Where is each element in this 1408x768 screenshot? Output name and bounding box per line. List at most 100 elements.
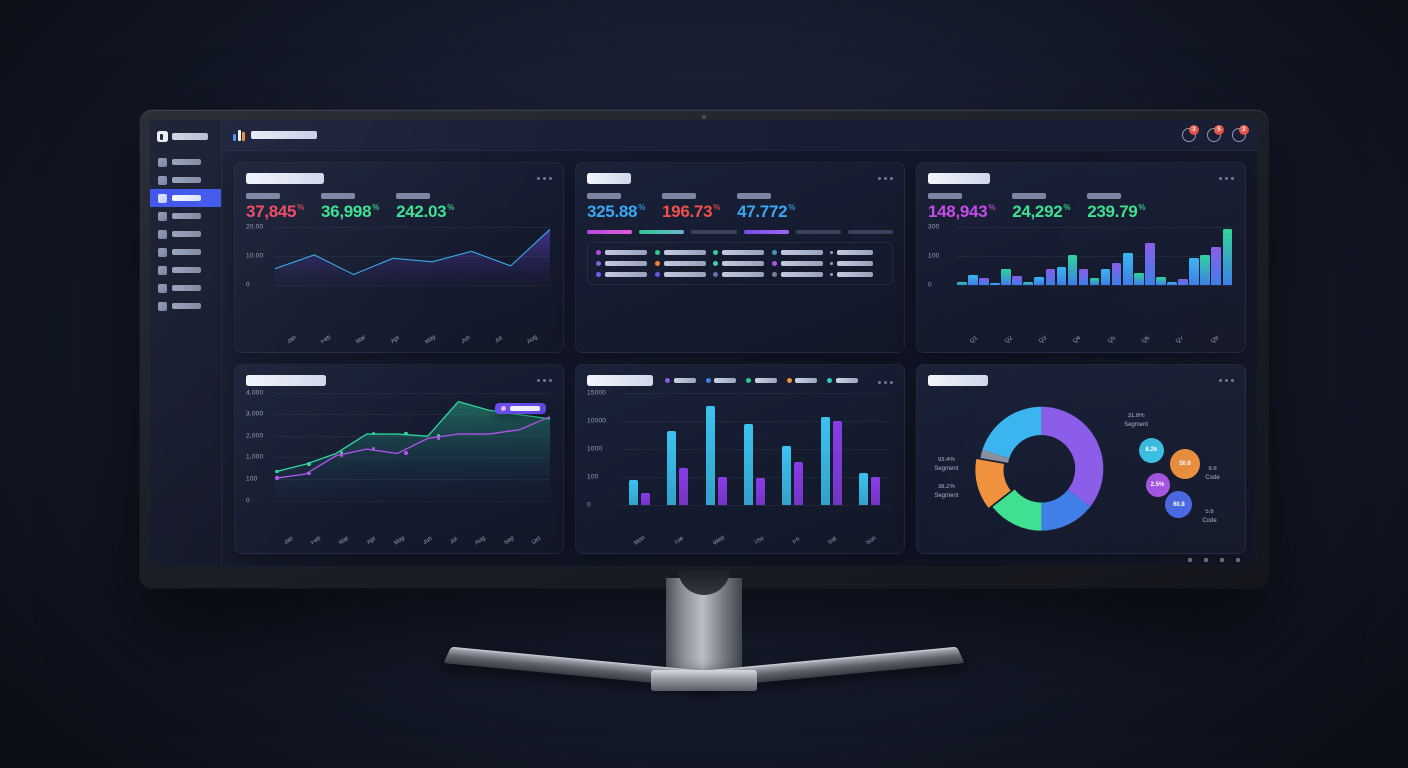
legend-item[interactable] (705, 377, 736, 383)
bar-group (820, 417, 842, 505)
screen: 3 5 2 37,845% 36,998% (150, 120, 1258, 566)
sidebar-item-network[interactable] (150, 225, 221, 243)
bar (1056, 267, 1067, 285)
bar (1001, 269, 1011, 285)
bubble[interactable]: 8.2k (1138, 437, 1164, 463)
bubble-label: 9.8 Code (1205, 466, 1220, 482)
bar (782, 446, 792, 505)
bubble[interactable]: 60.8 (1165, 491, 1193, 519)
legend-item (596, 261, 650, 266)
bubble[interactable]: 50.6 (1170, 448, 1201, 479)
donut-slice[interactable] (975, 458, 1011, 508)
data-point (275, 469, 279, 474)
x-axis-tick: Q6 (1141, 334, 1152, 345)
donut-slice[interactable] (980, 449, 1010, 463)
y-axis-tick: 20.00 (246, 223, 264, 231)
card-title (246, 374, 326, 386)
table-icon (158, 265, 167, 275)
revenue-area-chart: 0 10.00 20.00 Jan Feb Mar Apr May Jun Jul Aug (246, 223, 552, 345)
gridline (275, 227, 550, 228)
donut-slice[interactable] (1041, 406, 1104, 507)
gridline (275, 500, 550, 502)
bar (1222, 229, 1233, 285)
sidebar-item-settings[interactable] (150, 297, 221, 315)
kpi-label (396, 193, 431, 199)
sidebar-item-billing[interactable] (150, 279, 221, 297)
bar (1122, 252, 1133, 285)
comparison-bar-chart: 0 100 1000 10000 15000 Mon Tue Wed Thu Fri Sat Sun (587, 389, 893, 547)
y-axis-tick: 100 (246, 475, 258, 483)
data-point (339, 451, 344, 455)
progress-bar (587, 230, 633, 234)
kpi: 196.73% (662, 193, 720, 220)
bar (979, 278, 989, 285)
card-menu-icon[interactable] (1219, 375, 1234, 382)
bar (1167, 282, 1177, 285)
legend-item (771, 261, 826, 266)
chart-tooltip (495, 402, 546, 414)
x-axis-tick: Q8 (1209, 334, 1220, 345)
notifications-icon[interactable]: 3 (1182, 125, 1199, 142)
legend-item (596, 272, 650, 277)
sidebar-item-home[interactable] (150, 153, 221, 171)
legend-item[interactable] (746, 377, 777, 383)
kpi-row: 325.88% 196.73% 47.772% (587, 193, 893, 220)
bar (1089, 278, 1100, 285)
donut-slice[interactable] (982, 406, 1042, 458)
sidebar-item-reports[interactable] (150, 189, 221, 207)
card-menu-icon[interactable] (878, 377, 893, 384)
card-menu-icon[interactable] (1219, 173, 1234, 180)
legend-item[interactable] (786, 377, 817, 383)
sidebar-item-analytics[interactable] (150, 171, 221, 189)
notification-badge: 3 (1189, 125, 1199, 135)
sidebar (150, 120, 222, 566)
x-axis-tick: Apr (390, 334, 402, 345)
card-menu-icon[interactable] (537, 375, 552, 382)
progress-bar (847, 230, 894, 234)
donut-slice[interactable] (1041, 489, 1091, 531)
y-axis-tick: 2,000 (246, 432, 264, 440)
y-axis-tick: 1,000 (246, 453, 264, 461)
share-icon (158, 229, 167, 239)
messages-icon[interactable]: 5 (1207, 125, 1224, 142)
kpi-label (1012, 193, 1047, 199)
data-point (404, 431, 408, 436)
card-menu-icon[interactable] (878, 173, 893, 180)
sidebar-nav (150, 151, 221, 315)
x-axis-tick: Q4 (1072, 334, 1083, 345)
sidebar-item-tables[interactable] (150, 261, 221, 279)
legend-item (654, 261, 709, 266)
y-axis-tick: 3,000 (246, 410, 264, 418)
sidebar-item-label (172, 213, 201, 219)
legend-item (654, 250, 709, 255)
bar-group (859, 473, 881, 505)
gridline (620, 476, 891, 478)
kpi-label (587, 193, 621, 199)
kpi-value: 242.03% (396, 202, 455, 221)
bubble[interactable]: 2.5% (1145, 472, 1170, 497)
x-axis-tick: Jul (493, 334, 504, 345)
donut-slice[interactable] (992, 489, 1042, 531)
notification-badge: 2 (1239, 125, 1249, 135)
line-series (275, 416, 550, 478)
gridline (275, 256, 550, 257)
bar (705, 405, 715, 505)
sidebar-item-favorites[interactable] (150, 243, 221, 261)
y-axis-tick: 15000 (587, 389, 607, 396)
x-axis-tick: Jun (459, 334, 472, 345)
legend-item[interactable] (827, 377, 858, 383)
card-title (928, 374, 988, 386)
card-traffic-trends: 0 100 1,000 2,000 3,000 4,000 Jan Feb Mar Apr May J… (234, 363, 564, 554)
card-menu-icon[interactable] (537, 173, 552, 180)
brand-logo[interactable] (150, 127, 221, 151)
bar-group (705, 405, 727, 505)
donut-chart (975, 406, 1104, 531)
kpi-value: 37,845% (246, 202, 305, 221)
x-axis-tick: Aug (474, 535, 487, 547)
legend-item[interactable] (665, 377, 696, 383)
slice-label: 38.2% Segment (934, 484, 959, 500)
progress-bar (691, 230, 737, 234)
alerts-icon[interactable]: 2 (1232, 125, 1249, 142)
data-point (436, 436, 440, 440)
sidebar-item-projects[interactable] (150, 207, 221, 225)
